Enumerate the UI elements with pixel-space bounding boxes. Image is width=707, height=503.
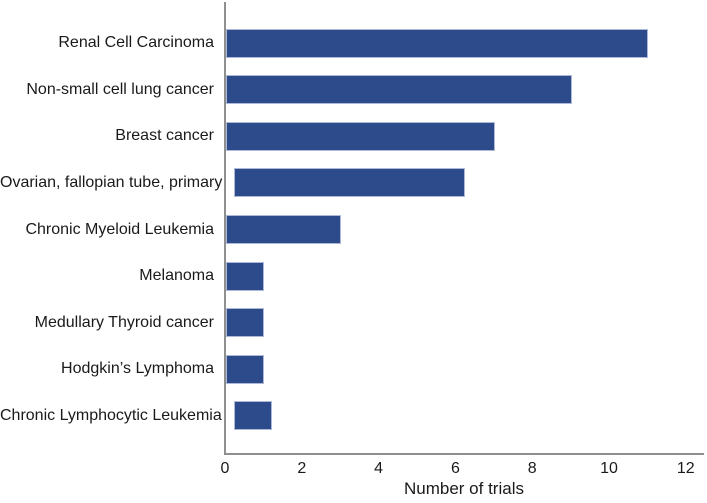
category-label: Hodgkin’s Lymphoma: [61, 360, 214, 378]
bar-row: Melanoma: [0, 253, 707, 300]
bar: [226, 261, 265, 291]
bar-row: Renal Cell Carcinoma: [0, 20, 707, 67]
category-label: Renal Cell Carcinoma: [58, 34, 214, 52]
x-tick-label: 4: [374, 460, 384, 477]
bar-rows: Renal Cell Carcinoma Non-small cell lung …: [0, 20, 707, 439]
x-tick-label: 8: [527, 460, 537, 477]
axis-frame: [224, 2, 704, 455]
bar: [233, 401, 273, 431]
bar-row: Ovarian, fallopian tube, primary: [0, 160, 707, 207]
x-axis-ticks: 0 2 4 6 8 10 12: [0, 461, 707, 479]
bar-row: Hodgkin’s Lymphoma: [0, 346, 707, 393]
bar: [226, 308, 265, 338]
bar-row: Non-small cell lung cancer: [0, 67, 707, 114]
bar: [226, 75, 572, 105]
category-label: Medullary Thyroid cancer: [34, 313, 214, 331]
bar-row: Breast cancer: [0, 113, 707, 160]
bar-row: Medullary Thyroid cancer: [0, 299, 707, 346]
category-label: Non-small cell lung cancer: [26, 80, 214, 98]
category-label: Breast cancer: [115, 127, 214, 145]
bar: [234, 168, 465, 198]
x-tick-label: 12: [676, 460, 695, 477]
category-label: Chronic Lymphocytic Leukemia: [0, 406, 222, 424]
bar-row: Chronic Myeloid Leukemia: [0, 206, 707, 253]
bar: [226, 28, 649, 58]
category-label: Melanoma: [139, 267, 214, 285]
bar-row: Chronic Lymphocytic Leukemia: [0, 393, 707, 440]
bar: [226, 354, 265, 384]
x-tick-label: 6: [450, 460, 460, 477]
x-tick-label: 0: [220, 460, 230, 477]
category-label: Chronic Myeloid Leukemia: [25, 220, 214, 238]
bar: [226, 121, 495, 151]
x-tick-label: 2: [297, 460, 307, 477]
x-axis-label: Number of trials: [404, 479, 524, 498]
bar: [226, 215, 342, 245]
x-tick-label: 10: [600, 460, 618, 477]
category-label: Ovarian, fallopian tube, primary: [0, 173, 223, 191]
